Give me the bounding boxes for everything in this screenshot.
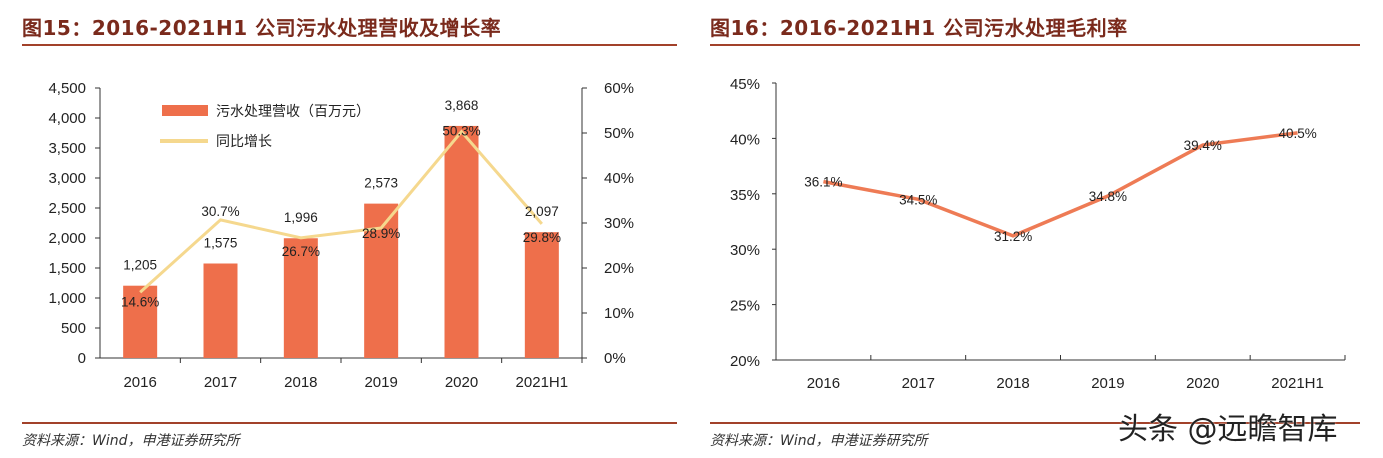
y2-tick-label: 50% — [604, 125, 634, 142]
legend-revenue-label: 污水处理营收（百万元） — [216, 103, 370, 119]
margin-y-tick-label: 40% — [730, 131, 760, 148]
margin-line — [823, 131, 1298, 238]
y2-tick-label: 10% — [604, 305, 634, 322]
revenue-data-label: 1,575 — [204, 236, 238, 251]
right-chart-title: 图16：2016-2021H1 公司污水处理毛利率 — [710, 16, 1128, 40]
margin-data-label: 39.4% — [1184, 138, 1222, 153]
growth-data-label: 14.6% — [121, 294, 159, 309]
y-tick-label: 4,000 — [48, 110, 86, 127]
right-source-note: 资料来源：Wind，申港证券研究所 — [710, 433, 928, 449]
y-tick-label: 1,500 — [48, 260, 86, 277]
y-tick-label: 3,000 — [48, 170, 86, 187]
x-tick-label: 2018 — [284, 374, 317, 391]
right-title-rule — [710, 44, 1360, 46]
x-tick-label: 2016 — [123, 374, 156, 391]
y-tick-label: 2,500 — [48, 200, 86, 217]
revenue-data-label: 1,205 — [123, 258, 157, 273]
revenue-data-label: 1,996 — [284, 210, 318, 225]
x-tick-label: 2019 — [364, 374, 397, 391]
margin-x-tick-label: 2016 — [807, 375, 840, 392]
margin-y-tick-label: 25% — [730, 298, 760, 315]
left-source-rule — [22, 422, 677, 424]
growth-data-label: 50.3% — [442, 124, 480, 139]
margin-x-tick-label: 2018 — [996, 375, 1029, 392]
legend-growth-label: 同比增长 — [216, 133, 272, 149]
x-tick-label: 2021H1 — [516, 374, 569, 391]
y-tick-label: 2,000 — [48, 230, 86, 247]
margin-data-label: 34.5% — [899, 192, 937, 207]
legend-bar-swatch — [162, 105, 208, 116]
margin-x-tick-label: 2017 — [902, 375, 935, 392]
revenue-data-label: 2,097 — [525, 204, 559, 219]
y2-tick-label: 0% — [604, 350, 626, 367]
y2-tick-label: 30% — [604, 215, 634, 232]
y-tick-label: 3,500 — [48, 140, 86, 157]
margin-x-tick-label: 2020 — [1186, 375, 1219, 392]
watermark: 头条 @远瞻智库 — [1118, 412, 1338, 447]
right-source-rule — [710, 422, 1360, 424]
x-tick-label: 2020 — [445, 374, 478, 391]
revenue-bar — [444, 125, 479, 358]
revenue-bar — [123, 285, 158, 358]
growth-line — [139, 129, 543, 294]
left-chart-title: 图15：2016-2021H1 公司污水处理营收及增长率 — [22, 16, 502, 40]
margin-x-tick-label: 2021H1 — [1271, 375, 1324, 392]
left-source-note: 资料来源：Wind，申港证券研究所 — [22, 433, 240, 449]
y-tick-label: 1,000 — [48, 290, 86, 307]
revenue-data-label: 3,868 — [445, 98, 479, 113]
growth-data-label: 30.7% — [201, 204, 239, 219]
y-tick-label: 0 — [78, 350, 86, 367]
revenue-data-label: 2,573 — [364, 176, 398, 191]
y2-tick-label: 40% — [604, 170, 634, 187]
growth-data-label: 28.9% — [362, 226, 400, 241]
x-tick-label: 2017 — [204, 374, 237, 391]
growth-data-label: 29.8% — [523, 230, 561, 245]
margin-y-tick-label: 45% — [730, 76, 760, 93]
margin-y-tick-label: 30% — [730, 242, 760, 259]
y2-tick-label: 20% — [604, 260, 634, 277]
y-tick-label: 4,500 — [48, 80, 86, 97]
revenue-bar — [203, 263, 238, 358]
margin-data-label: 40.5% — [1278, 126, 1316, 141]
left-title-rule — [22, 44, 677, 46]
margin-y-tick-label: 20% — [730, 353, 760, 370]
margin-data-label: 36.1% — [804, 175, 842, 190]
margin-x-tick-label: 2019 — [1091, 375, 1124, 392]
y-tick-label: 500 — [61, 320, 86, 337]
margin-data-label: 34.8% — [1089, 189, 1127, 204]
revenue-bar — [524, 232, 559, 358]
growth-data-label: 26.7% — [282, 244, 320, 259]
revenue-bar — [283, 238, 318, 358]
margin-y-tick-label: 35% — [730, 187, 760, 204]
margin-data-label: 31.2% — [994, 229, 1032, 244]
y2-tick-label: 60% — [604, 80, 634, 97]
